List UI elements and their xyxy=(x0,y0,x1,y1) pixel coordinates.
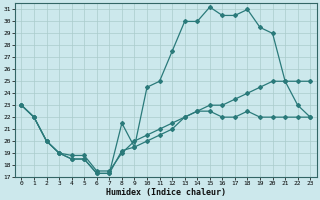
X-axis label: Humidex (Indice chaleur): Humidex (Indice chaleur) xyxy=(106,188,226,197)
